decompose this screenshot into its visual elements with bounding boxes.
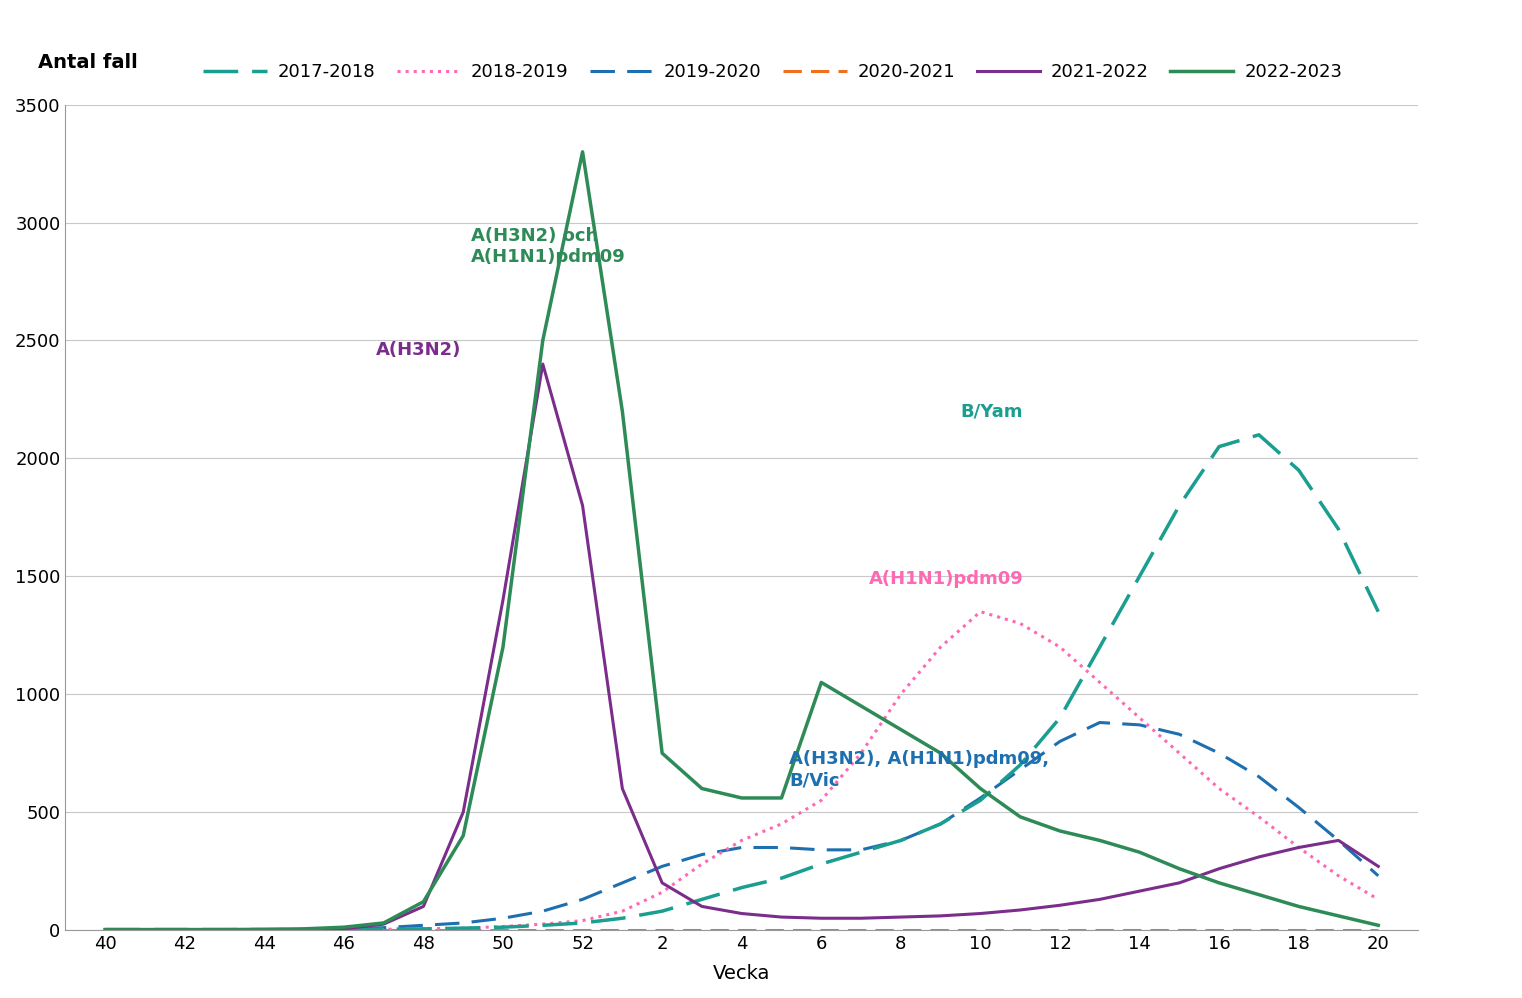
- Text: Antal fall: Antal fall: [38, 53, 139, 72]
- Text: A(H3N2), A(H1N1)pdm09,
B/Vic: A(H3N2), A(H1N1)pdm09, B/Vic: [790, 750, 1050, 789]
- Text: A(H3N2): A(H3N2): [376, 341, 461, 359]
- Legend: 2017-2018, 2018-2019, 2019-2020, 2020-2021, 2021-2022, 2022-2023: 2017-2018, 2018-2019, 2019-2020, 2020-20…: [196, 56, 1350, 89]
- X-axis label: Vecka: Vecka: [712, 964, 770, 983]
- Text: A(H1N1)pdm09: A(H1N1)pdm09: [869, 570, 1024, 588]
- Text: A(H3N2) och
A(H1N1)pdm09: A(H3N2) och A(H1N1)pdm09: [472, 227, 626, 265]
- Text: B/Yam: B/Yam: [960, 402, 1023, 420]
